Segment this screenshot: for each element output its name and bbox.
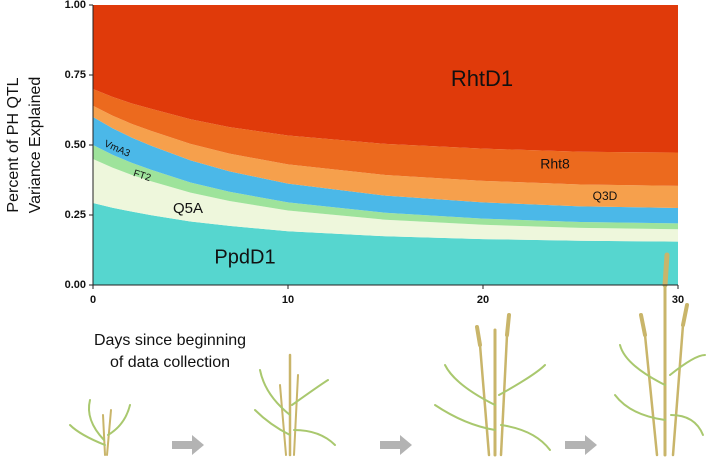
y-tick-label: 0.75 <box>65 69 86 81</box>
y-tick-label: 0.25 <box>65 209 86 221</box>
x-tick-label: 20 <box>477 294 489 306</box>
series-label: RhtD1 <box>451 66 513 91</box>
series-label: FT2 <box>132 168 153 184</box>
plant-mature <box>614 252 706 457</box>
plot-area <box>93 5 678 285</box>
plant-large <box>434 313 551 457</box>
y-tick-label: 1.00 <box>65 0 86 11</box>
area <box>93 105 678 208</box>
plant-small <box>69 399 131 456</box>
y-tick-label: 0.00 <box>65 279 86 291</box>
series-label: PpdD1 <box>214 246 275 268</box>
area <box>93 89 678 186</box>
y-tick-label: 0.50 <box>65 139 86 151</box>
y-axis-label: Percent of PH QTL <box>5 77 22 212</box>
annotation: of data collection <box>110 354 230 371</box>
x-tick-label: 30 <box>672 294 684 306</box>
arrows <box>172 435 597 455</box>
y-axis-label: Variance Explained <box>27 77 44 214</box>
series-label: Q3D <box>593 189 618 203</box>
area <box>93 159 678 242</box>
arrow <box>380 435 412 455</box>
arrow <box>172 435 204 455</box>
plant-medium <box>254 353 336 457</box>
arrow <box>565 435 597 455</box>
x-tick-label: 10 <box>282 294 294 306</box>
plants <box>69 252 706 457</box>
series-label: Rht8 <box>540 156 570 172</box>
annotation: Days since beginning <box>94 332 246 349</box>
area <box>93 5 678 153</box>
x-tick-label: 0 <box>90 294 96 306</box>
series-label: Q5A <box>173 200 203 217</box>
area <box>93 117 678 224</box>
area <box>93 202 678 285</box>
